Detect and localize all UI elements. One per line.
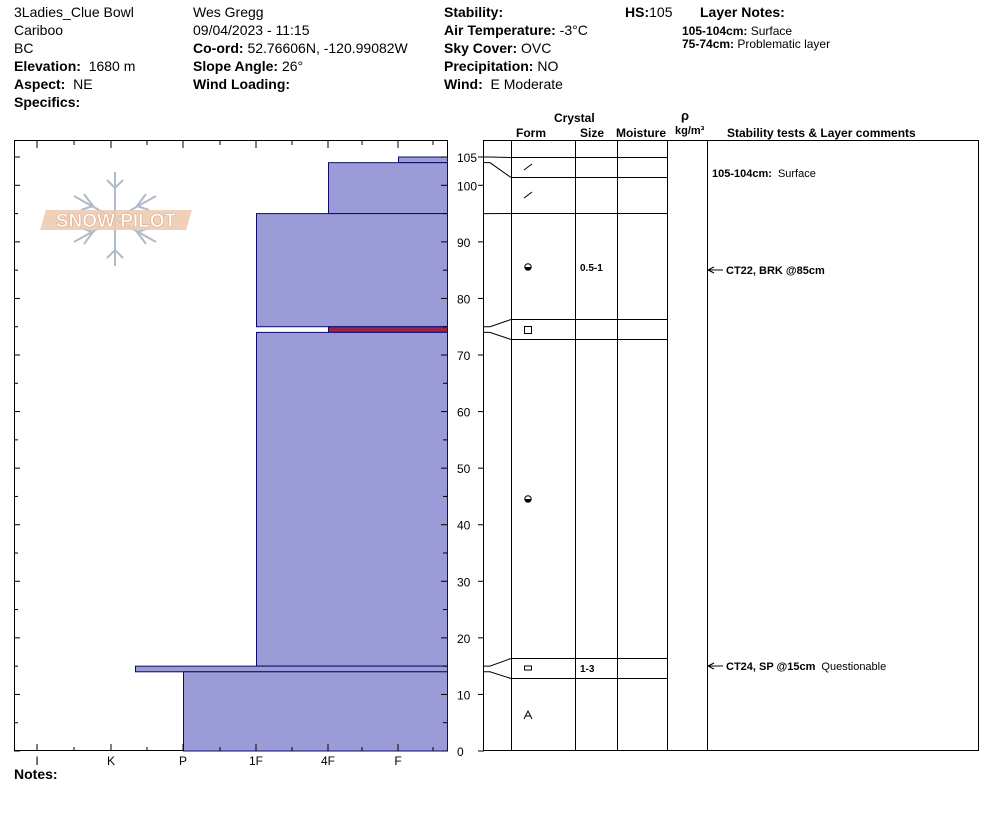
crystal-rounded-icon [524, 495, 532, 503]
y-tick-label: 60 [457, 406, 471, 420]
obs-datetime: 09/04/2023 - 11:15 [193, 22, 310, 38]
snow-height: HS:105 [625, 4, 673, 20]
y-tick-label: 105 [457, 151, 477, 165]
sky-cover: Sky Cover: OVC [444, 40, 552, 56]
hardness-bar [328, 162, 448, 215]
col-comments: Stability tests & Layer comments [727, 126, 916, 140]
wind: Wind: E Moderate [444, 76, 563, 92]
hardness-bar [183, 671, 448, 752]
hardness-bar [256, 331, 448, 667]
depth-connector [484, 671, 512, 679]
crystal-faceted-rounded-icon [524, 665, 532, 671]
observer-name: Wes Gregg [193, 4, 264, 20]
notes-label: Notes: [14, 766, 58, 782]
col-size: Size [580, 126, 604, 140]
col-rho: ρ [681, 108, 689, 123]
y-tick-label: 70 [457, 349, 471, 363]
wind-loading: Wind Loading: [193, 76, 291, 92]
comment-arrow-head [706, 662, 715, 670]
x-tick-label: P [179, 754, 187, 768]
coordinates: Co-ord: 52.76606N, -120.99082W [193, 40, 408, 56]
hardness-bar [328, 326, 448, 333]
stability: Stability: [444, 4, 504, 20]
col-moisture: Moisture [616, 126, 666, 140]
depth-connector [484, 331, 512, 340]
crystal-faceted-icon [524, 326, 532, 334]
y-tick-label: 80 [457, 292, 471, 306]
slope-angle: Slope Angle: 26° [193, 58, 304, 74]
crystal-decomposing-icon [523, 163, 533, 171]
y-tick-label: 20 [457, 632, 471, 646]
depth-connector [484, 319, 512, 328]
crystal-rounded-icon [524, 263, 532, 271]
specifics: Specifics: [14, 94, 81, 110]
layer-table-frame [483, 140, 979, 751]
hardness-bar [398, 156, 448, 164]
y-tick-label: 100 [457, 179, 477, 193]
air-temperature: Air Temperature: -3°C [444, 22, 588, 38]
y-tick-label: 50 [457, 462, 471, 476]
layer-notes-title: Layer Notes: [700, 4, 785, 20]
comment-arrow-head [706, 266, 715, 274]
hardness-bar [135, 665, 448, 673]
depth-connector [484, 162, 512, 178]
col-form: Form [516, 126, 546, 140]
crystal-size: 0.5-1 [580, 263, 603, 274]
layer-comment: CT22, BRK @85cm [726, 265, 825, 277]
snowpilot-logo: SNOW PILOT [40, 172, 192, 266]
layer-note-item: 75-74cm: Problematic layer [682, 37, 831, 51]
crystal-depth-hoar-icon [523, 709, 533, 720]
location-name: 3Ladies_Clue Bowl [14, 4, 134, 20]
precipitation: Precipitation: NO [444, 58, 559, 74]
layer-comment: 105-104cm: Surface [712, 168, 816, 180]
elevation: Elevation: 1680 m [14, 58, 136, 74]
layer-note-item: 105-104cm: Surface [682, 24, 793, 38]
x-tick-label: F [394, 754, 401, 768]
crystal-size: 1-3 [580, 664, 595, 675]
range-name: Cariboo [14, 22, 64, 38]
col-density: kg/m³ [675, 125, 705, 137]
col-crystal: Crystal [554, 111, 595, 125]
aspect: Aspect: NE [14, 76, 93, 92]
depth-connector [484, 658, 512, 667]
y-tick-label: 30 [457, 575, 471, 589]
x-tick-label: K [107, 754, 115, 768]
x-tick-label: 1F [249, 754, 263, 768]
y-tick-label: 40 [457, 519, 471, 533]
state-name: BC [14, 40, 34, 56]
svg-text:SNOW PILOT: SNOW PILOT [56, 211, 177, 232]
y-tick-label: 0 [457, 745, 464, 759]
y-tick-label: 10 [457, 688, 471, 702]
layer-comment: CT24, SP @15cm Questionable [726, 661, 886, 673]
hardness-bar [256, 213, 448, 328]
x-tick-label: I [35, 754, 38, 768]
y-tick-label: 90 [457, 236, 471, 250]
crystal-decomposing-icon [523, 191, 533, 199]
x-tick-label: 4F [321, 754, 335, 768]
